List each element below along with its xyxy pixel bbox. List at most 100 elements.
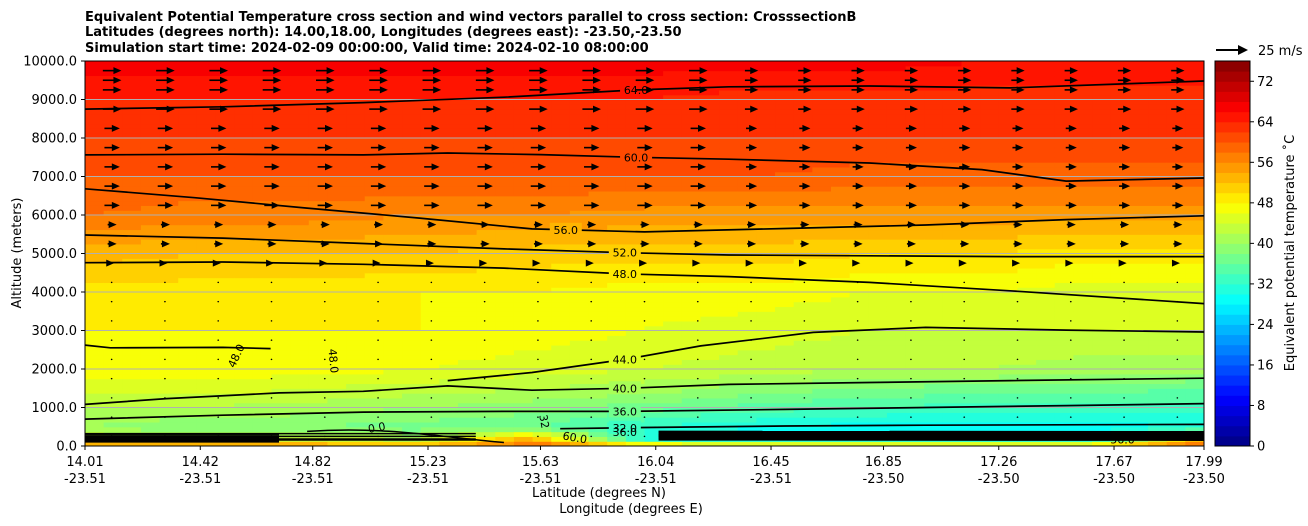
field-cell — [290, 397, 310, 404]
field-cell — [588, 253, 608, 259]
field-cell — [103, 378, 123, 385]
field-cell — [868, 316, 888, 322]
field-cell — [439, 239, 459, 245]
field-cell — [346, 292, 366, 298]
field-cell — [364, 296, 384, 303]
field-cell — [756, 190, 776, 197]
field-cell — [290, 277, 310, 283]
field-cell — [1092, 383, 1112, 389]
field-cell — [364, 186, 384, 192]
field-cell — [588, 402, 608, 409]
field-cell — [868, 417, 888, 423]
field-cell — [886, 402, 907, 409]
wind-vector — [483, 358, 486, 361]
field-cell — [476, 152, 496, 158]
field-cell — [402, 373, 422, 380]
field-cell — [812, 369, 832, 375]
field-cell — [271, 393, 291, 399]
wind-vector — [963, 377, 966, 380]
field-cell — [924, 349, 944, 356]
field-cell — [588, 118, 608, 125]
field-cell — [532, 128, 552, 134]
field-cell — [178, 224, 198, 231]
field-cell — [663, 393, 683, 399]
field-cell — [327, 253, 347, 259]
field-cell — [905, 181, 925, 187]
field-cell — [625, 340, 646, 346]
field-cell — [122, 147, 142, 154]
field-cell — [980, 138, 1000, 144]
wind-vector — [430, 358, 433, 361]
field-cell — [886, 354, 907, 360]
field-cell — [980, 383, 1000, 389]
field-cell — [812, 186, 832, 192]
field-cell — [998, 142, 1019, 149]
field-cell — [551, 292, 571, 298]
field-cell — [234, 224, 254, 231]
field-cell — [1166, 359, 1186, 365]
field-cell — [1129, 166, 1149, 173]
field-cell — [1185, 89, 1204, 96]
field-cell — [831, 282, 851, 288]
field-cell — [886, 190, 907, 197]
field-cell — [905, 229, 925, 235]
field-cell — [1185, 267, 1204, 274]
field-cell — [383, 118, 403, 125]
field-cell — [159, 402, 179, 409]
field-cell — [551, 287, 571, 293]
field-cell — [942, 248, 963, 255]
field-cell — [103, 94, 123, 101]
field-cell — [868, 224, 888, 231]
field-cell — [905, 402, 925, 409]
wind-vector — [377, 358, 379, 361]
field-cell — [122, 335, 142, 341]
field-cell — [85, 330, 105, 336]
field-cell — [1073, 147, 1093, 154]
field-cell — [420, 210, 440, 216]
field-cell — [663, 248, 683, 255]
field-cell — [420, 234, 440, 240]
field-cell — [812, 123, 832, 129]
wind-vector — [430, 339, 433, 341]
field-cell — [569, 421, 590, 428]
field-cell — [905, 330, 925, 336]
field-cell — [924, 340, 944, 346]
field-cell — [402, 75, 422, 81]
field-cell — [793, 243, 813, 250]
field-cell — [327, 359, 347, 365]
field-cell — [998, 205, 1019, 211]
field-cell — [271, 118, 291, 125]
field-cell — [140, 104, 161, 110]
field-cell — [346, 349, 366, 356]
field-cell — [1166, 397, 1186, 404]
field-cell — [551, 296, 571, 303]
field-cell — [1036, 330, 1056, 336]
field-cell — [458, 349, 478, 356]
field-cell — [644, 162, 664, 168]
field-cell — [1129, 311, 1149, 317]
field-cell — [700, 181, 720, 187]
field-cell — [1148, 388, 1168, 394]
field-cell — [439, 369, 459, 375]
field-cell — [458, 157, 478, 163]
field-cell — [719, 316, 739, 322]
field-cell — [1092, 65, 1112, 72]
field-cell — [122, 181, 142, 187]
field-cell — [1148, 113, 1168, 120]
field-cell — [383, 277, 403, 283]
field-cell — [122, 272, 142, 279]
field-cell — [681, 75, 702, 81]
field-cell — [1148, 94, 1168, 101]
field-cell — [1185, 301, 1204, 308]
field-cell — [383, 287, 403, 293]
field-cell — [1148, 301, 1168, 308]
field-cell — [271, 234, 291, 240]
field-cell — [1129, 162, 1149, 168]
field-cell — [439, 426, 459, 433]
field-cell — [495, 349, 515, 356]
field-cell — [308, 118, 329, 125]
field-cell — [383, 441, 403, 446]
field-cell — [1017, 75, 1037, 81]
field-cell — [85, 234, 105, 240]
field-cell — [495, 128, 515, 134]
